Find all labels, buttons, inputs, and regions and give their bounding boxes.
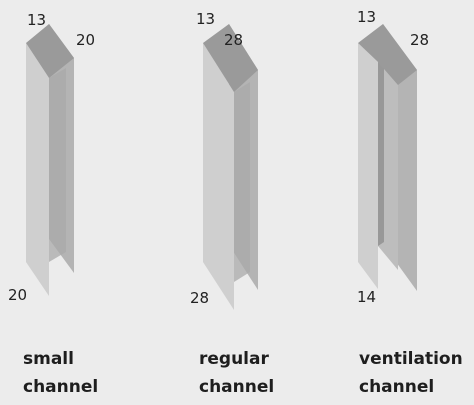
regular-channel-top-left-dim: 13	[196, 10, 215, 28]
ventilation-channel-inner-groove	[378, 58, 384, 246]
ventilation-channel-label-line1: ventilation	[359, 349, 463, 369]
ventilation-channel-caption: ventilation channel	[359, 345, 473, 401]
regular-channel-label-line1: regular	[199, 349, 269, 369]
regular-channel-bottom-dim: 28	[190, 289, 209, 307]
regular-channel-top-face	[203, 24, 258, 92]
small-channel-caption: small channel	[23, 345, 143, 401]
small-channel-inner-groove	[49, 68, 66, 262]
small-channel-bottom-dim: 20	[8, 286, 27, 304]
small-channel-label-line1: small	[23, 349, 74, 369]
ventilation-channel-bottom-dim: 14	[357, 288, 376, 306]
regular-channel-prism	[203, 24, 258, 310]
small-channel-front-face	[26, 43, 49, 296]
ventilation-channel-prism	[358, 24, 417, 291]
ventilation-channel-top-face	[358, 24, 417, 85]
ventilation-channel-top-right-dim: 28	[410, 31, 429, 49]
ventilation-channel-label-line2: channel	[359, 377, 435, 397]
regular-channel-top-right-dim: 28	[224, 31, 243, 49]
ventilation-channel-top-left-dim: 13	[357, 8, 376, 26]
regular-channel-label-line2: channel	[199, 377, 275, 397]
small-channel-label-line2: channel	[23, 377, 99, 397]
small-channel-top-right-dim: 20	[76, 31, 95, 49]
ventilation-channel-front-face	[358, 43, 378, 289]
regular-channel-caption: regular channel	[199, 345, 319, 401]
small-channel-prism	[26, 24, 74, 296]
small-channel-top-left-dim: 13	[27, 11, 46, 29]
regular-channel-inner-groove	[234, 82, 250, 282]
regular-channel-front-face	[203, 43, 234, 310]
small-channel-top-face	[26, 24, 74, 78]
